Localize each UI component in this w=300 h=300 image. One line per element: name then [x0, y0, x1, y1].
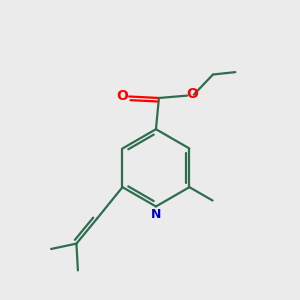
Text: N: N	[151, 208, 161, 221]
Text: O: O	[187, 87, 198, 101]
Text: O: O	[117, 88, 129, 103]
